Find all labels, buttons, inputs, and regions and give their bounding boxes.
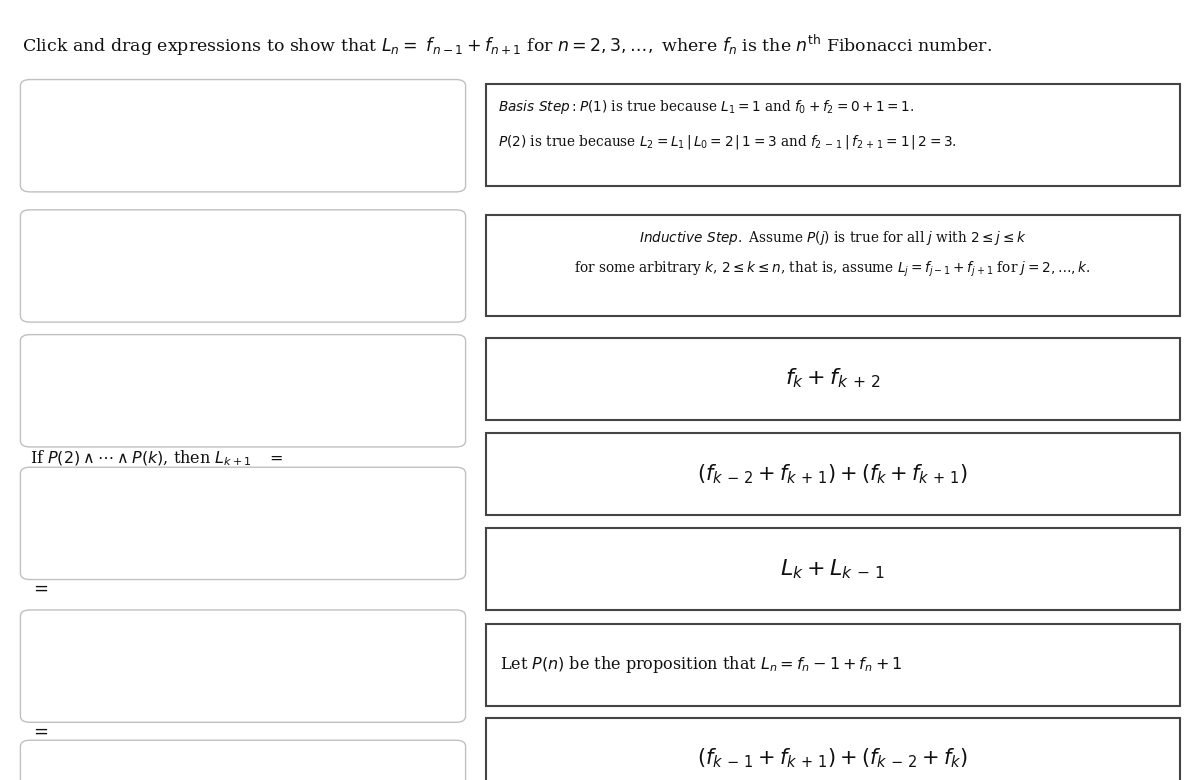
Text: $f_k + f_{k\,+\,2}$: $f_k + f_{k\,+\,2}$ <box>785 367 881 391</box>
FancyBboxPatch shape <box>20 467 466 580</box>
FancyBboxPatch shape <box>20 335 466 447</box>
Text: $=$: $=$ <box>30 579 49 597</box>
Text: $\it{Inductive\ Step.}$ Assume $P(j)$ is true for all $j$ with $2 \leq j \leq k$: $\it{Inductive\ Step.}$ Assume $P(j)$ is… <box>638 229 1027 246</box>
FancyBboxPatch shape <box>486 624 1180 706</box>
FancyBboxPatch shape <box>20 610 466 722</box>
Text: $=$: $=$ <box>30 722 49 739</box>
Text: for some arbitrary $k$, $2 \leq k \leq n$, that is, assume $L_j = f_{j-1} + f_{j: for some arbitrary $k$, $2 \leq k \leq n… <box>575 260 1091 279</box>
FancyBboxPatch shape <box>486 528 1180 610</box>
FancyBboxPatch shape <box>20 80 466 192</box>
FancyBboxPatch shape <box>486 215 1180 316</box>
FancyBboxPatch shape <box>486 718 1180 780</box>
Text: $(f_{k\,-\,1} + f_{k\,+\,1}) + (f_{k\,-\,2} + f_k)$: $(f_{k\,-\,1} + f_{k\,+\,1}) + (f_{k\,-\… <box>697 746 968 771</box>
Text: Click and drag expressions to show that $L_n =\ f_{n-1} + f_{n+1}$ for $n = 2, 3: Click and drag expressions to show that … <box>22 33 991 58</box>
Text: Let $P(n)$ be the proposition that $L_n = f_n - 1 + f_n + 1$: Let $P(n)$ be the proposition that $L_n … <box>500 654 902 675</box>
FancyBboxPatch shape <box>20 740 466 780</box>
Text: $P(2)$ is true because $L_2 = L_1\,|\,L_0 = 2\,|\,1 = 3$ and $f_{2\,-\,1}\,|\,f_: $P(2)$ is true because $L_2 = L_1\,|\,L_… <box>498 133 956 151</box>
Text: $\it{Basis\ Step{:}}$$P(1)$ is true because $L_1 = 1$ and $f_0 + f_2 = 0 + 1 = 1: $\it{Basis\ Step{:}}$$P(1)$ is true beca… <box>498 98 914 116</box>
FancyBboxPatch shape <box>20 210 466 322</box>
Text: If $P(2) \wedge \cdots \wedge P(k)$, then $L_{k+1}$   $=$: If $P(2) \wedge \cdots \wedge P(k)$, the… <box>30 448 283 468</box>
Text: $(f_{k\,-\,2} + f_{k\,+\,1}) + (f_k + f_{k\,+\,1})$: $(f_{k\,-\,2} + f_{k\,+\,1}) + (f_k + f_… <box>697 462 968 486</box>
FancyBboxPatch shape <box>486 84 1180 186</box>
FancyBboxPatch shape <box>486 338 1180 420</box>
FancyBboxPatch shape <box>486 433 1180 515</box>
Text: $L_k + L_{k\,-\,1}$: $L_k + L_{k\,-\,1}$ <box>780 557 886 581</box>
